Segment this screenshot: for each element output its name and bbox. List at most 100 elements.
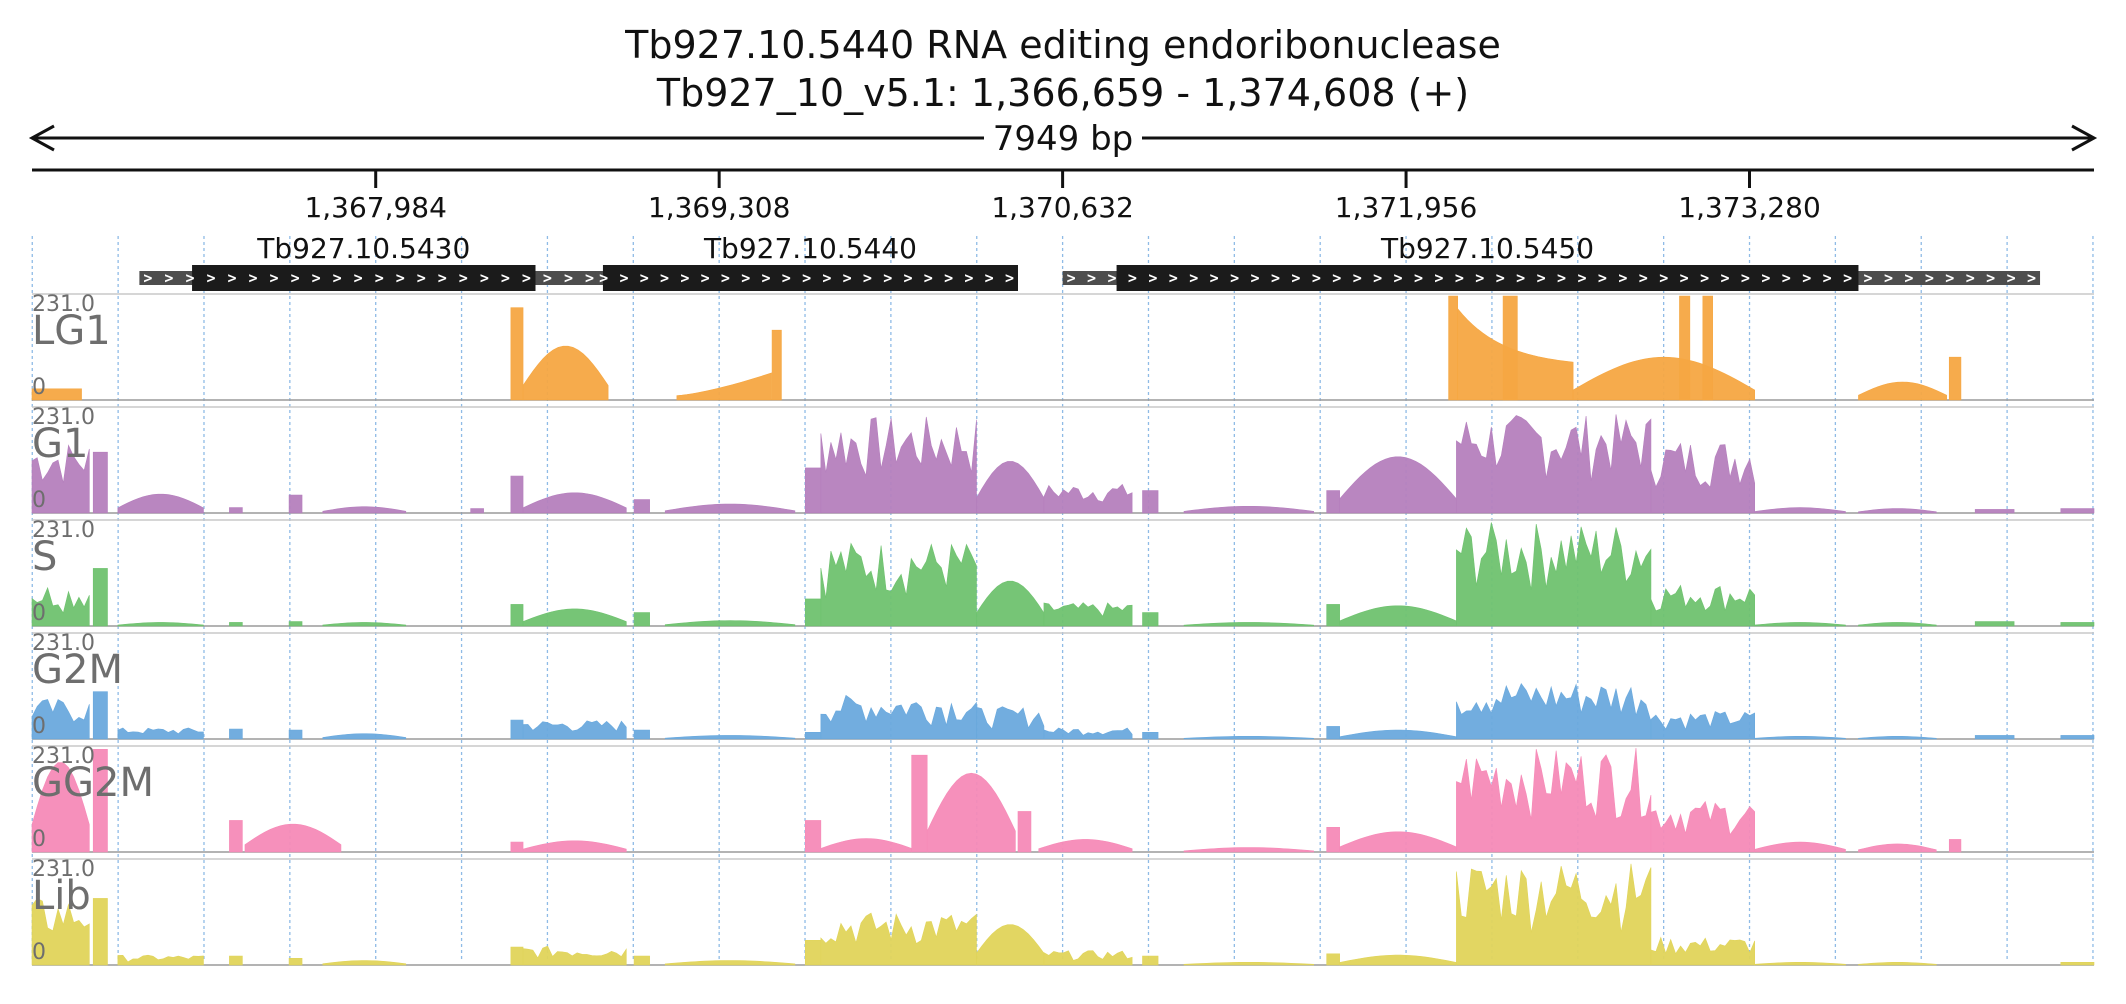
coverage-block xyxy=(92,691,108,740)
coverage-block xyxy=(31,898,90,966)
track-max-label: 231.0 xyxy=(32,744,95,769)
coverage-block xyxy=(1326,604,1340,627)
span-length-label: 7949 bp xyxy=(993,119,1134,159)
coverage-block xyxy=(2060,622,2095,627)
track-name: Lib xyxy=(32,873,91,919)
coverage-block xyxy=(1650,800,1755,853)
gene-label: Tb927.10.5430 xyxy=(256,232,470,265)
coverage-block xyxy=(1183,961,1315,966)
axis-tick-label: 1,367,984 xyxy=(304,191,447,224)
coverage-block xyxy=(322,622,407,627)
coverage-block xyxy=(92,451,108,514)
coverage-block xyxy=(1038,839,1133,853)
coverage-block xyxy=(1650,936,1755,966)
coverage-block xyxy=(1142,955,1159,966)
span-arrow-right-icon xyxy=(2071,124,2098,152)
coverage-block xyxy=(288,494,303,514)
coverage-block xyxy=(976,706,1045,740)
track-name: G2M xyxy=(32,647,123,693)
axis-ticks: 1,367,984 1,369,308 1,370,632 1,371,956 1,37… xyxy=(304,170,1821,224)
coverage-block xyxy=(510,307,524,401)
coverage-block xyxy=(510,475,524,514)
coverage-block xyxy=(244,823,342,853)
coverage-block xyxy=(633,729,650,740)
coverage-block xyxy=(1448,295,1458,401)
coverage-block xyxy=(522,345,609,401)
coverage-block xyxy=(804,820,822,853)
coverage-block xyxy=(1142,490,1159,514)
track-min-label: 0 xyxy=(32,940,46,965)
coverage-block xyxy=(664,503,796,514)
gene-cds xyxy=(1116,265,1859,291)
coverage-block xyxy=(1948,356,1962,401)
coverage-block xyxy=(1650,442,1755,514)
coverage-block xyxy=(229,728,243,740)
coverage-block xyxy=(31,388,82,401)
coverage-block xyxy=(1183,847,1315,853)
coverage-block xyxy=(1326,490,1340,514)
coverage-block xyxy=(1456,683,1652,740)
gene-cds xyxy=(602,265,1018,291)
track-max-label: 231.0 xyxy=(32,405,95,430)
coverage-block xyxy=(976,924,1045,966)
coverage-block xyxy=(470,508,484,514)
coverage-block xyxy=(1974,735,2015,740)
coverage-block xyxy=(1456,414,1652,514)
figure-title: Tb927.10.5440 RNA editing endoribonuclea… xyxy=(624,23,1501,67)
coverage-block xyxy=(522,840,627,853)
coverage-block xyxy=(804,598,822,627)
coverage-block xyxy=(1339,954,1457,966)
coverage-tracks: 231.0LG10231.0G10231.0S0231.0G2M0231.0GG… xyxy=(31,292,2095,966)
coverage-block xyxy=(229,820,243,853)
track-name: LG1 xyxy=(32,308,111,354)
coverage-block xyxy=(926,772,1016,853)
coverage-block xyxy=(322,733,407,740)
coverage-block xyxy=(1326,726,1340,740)
axis-tick-label: 1,373,280 xyxy=(1678,191,1821,224)
span-arrow-left-icon xyxy=(28,124,55,152)
coverage-block xyxy=(820,912,977,966)
coverage-block xyxy=(510,841,524,853)
coverage-block xyxy=(1142,731,1159,740)
track-min-label: 0 xyxy=(32,827,46,852)
coverage-block xyxy=(1502,295,1518,401)
coverage-block xyxy=(820,416,977,514)
coverage-block xyxy=(510,604,524,627)
track-s: 231.0S 0 xyxy=(31,518,2095,627)
track-max-label: 231.0 xyxy=(32,631,95,656)
figure-subtitle: Tb927_10_v5.1: 1,366,659 - 1,374,608 (+) xyxy=(656,71,1469,115)
coverage-block xyxy=(1183,505,1315,514)
coverage-block xyxy=(1754,622,1846,627)
track-name: GG2M xyxy=(32,760,154,806)
coverage-block xyxy=(664,735,796,740)
coverage-block xyxy=(522,945,627,966)
coverage-block xyxy=(1339,605,1457,627)
track-min-label: 0 xyxy=(32,601,46,626)
coverage-block xyxy=(1858,381,1947,401)
coverage-block xyxy=(510,946,524,966)
coverage-block xyxy=(1858,508,1937,514)
coverage-block xyxy=(1339,456,1457,514)
track-min-label: 0 xyxy=(32,488,46,513)
coverage-block xyxy=(633,612,650,627)
coverage-block xyxy=(117,493,204,514)
coverage-block xyxy=(1754,961,1846,966)
coverage-block xyxy=(1326,826,1340,853)
coverage-block xyxy=(676,372,772,401)
coverage-block xyxy=(976,580,1045,627)
gene-track: >>>>>>>>>>>>>>>>>>>>>>> Tb927.10.5430 >>>>… xyxy=(139,232,2041,291)
coverage-block xyxy=(1974,621,2015,627)
coverage-block xyxy=(664,620,796,627)
axis-tick-label: 1,369,308 xyxy=(648,191,791,224)
coverage-block xyxy=(31,444,90,514)
coverage-block xyxy=(1456,748,1652,853)
coverage-block xyxy=(976,461,1045,514)
coverage-block xyxy=(288,621,303,627)
coverage-block xyxy=(31,699,90,740)
coverage-block xyxy=(2060,961,2095,966)
track-name: G1 xyxy=(32,421,88,467)
